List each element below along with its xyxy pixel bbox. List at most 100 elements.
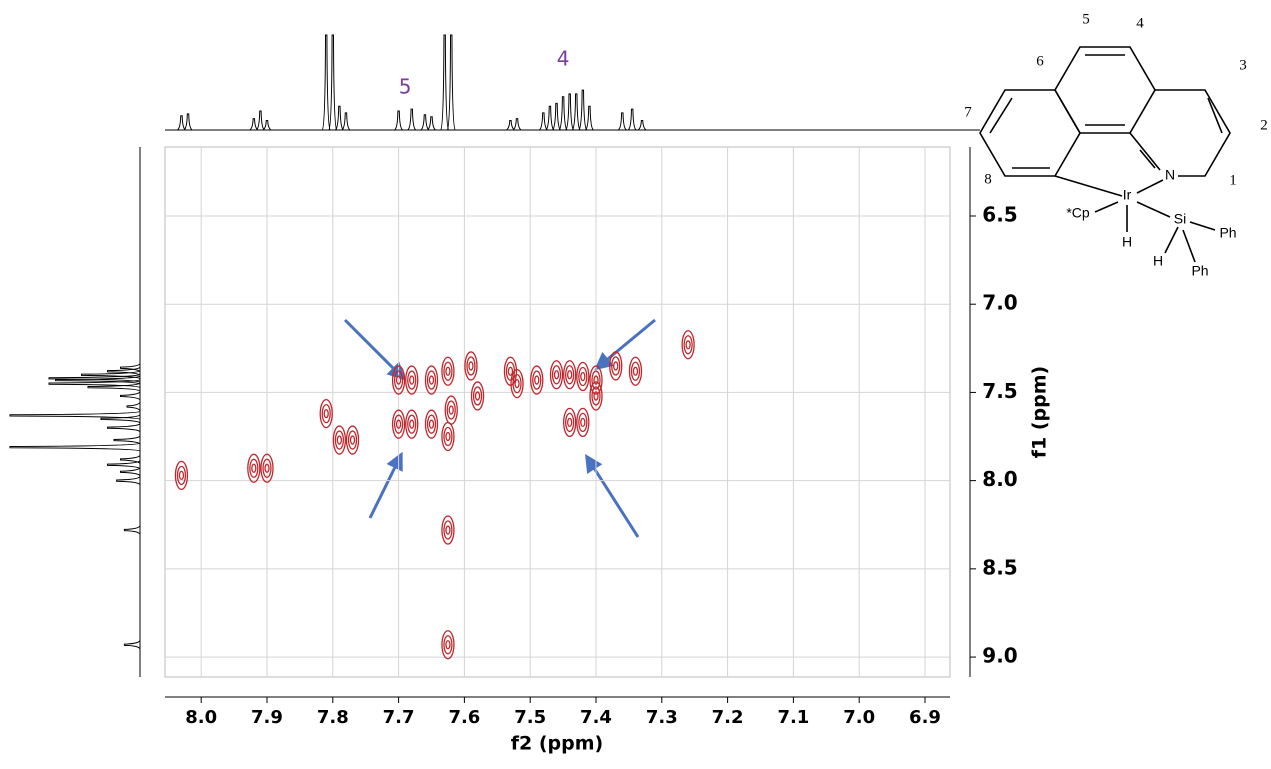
projection-peak [100, 414, 141, 424]
contour [178, 470, 185, 480]
contour [323, 408, 329, 419]
atom-label: H [1122, 234, 1132, 250]
x-tick-label: 7.5 [514, 707, 546, 728]
contour [685, 340, 691, 350]
contour [249, 458, 259, 478]
bond [1182, 229, 1196, 263]
projection-peak [123, 640, 141, 650]
atom-label: 3 [1239, 57, 1247, 73]
contour [445, 366, 451, 376]
contour [563, 407, 577, 438]
projection-peak [446, 34, 456, 131]
atom-label: Si [1174, 211, 1186, 227]
projection-peak [116, 476, 141, 486]
contour [395, 375, 402, 385]
atom-label: 7 [964, 104, 972, 120]
contour [632, 366, 639, 376]
contour [565, 365, 575, 385]
projection-peak [120, 363, 141, 373]
projection-peak [126, 402, 141, 411]
contour [578, 412, 588, 433]
atom-label: Ph [1191, 263, 1208, 279]
projection-peak [558, 96, 568, 131]
contour [395, 419, 402, 429]
contour [445, 640, 451, 650]
contour [591, 370, 601, 390]
ring [1155, 89, 1231, 177]
contour [349, 435, 356, 445]
bond [1164, 226, 1179, 254]
contour [466, 356, 476, 376]
contour [580, 371, 586, 382]
contour [681, 330, 695, 360]
bond [1136, 201, 1171, 218]
projection-peak [585, 105, 594, 131]
contour [593, 375, 599, 385]
contour [441, 630, 455, 660]
contour [468, 361, 474, 371]
contour [567, 417, 573, 428]
x-tick-label: 7.8 [317, 707, 349, 728]
projection-peak [512, 118, 522, 131]
x-tick-label: 7.2 [712, 707, 744, 728]
contour [174, 460, 189, 490]
contour [426, 414, 437, 434]
contour [589, 381, 603, 411]
contour [514, 378, 520, 389]
contour [593, 391, 599, 401]
contour [474, 391, 481, 401]
projection-peak [627, 108, 637, 131]
projection-peak [123, 525, 141, 535]
contour [446, 400, 456, 420]
contour [441, 356, 455, 386]
contour [630, 361, 641, 381]
projection-peak [107, 423, 141, 433]
contour [470, 381, 485, 411]
contour [262, 458, 272, 478]
ring [1054, 46, 1156, 134]
projection-peak [539, 112, 548, 131]
plot-frame [164, 146, 951, 678]
projection-peak [183, 113, 193, 131]
bond [1129, 132, 1161, 171]
projection-peak [328, 34, 338, 131]
projection-peak [107, 460, 141, 470]
contour [345, 425, 360, 455]
bond [989, 97, 1013, 134]
bond [1139, 149, 1156, 169]
contour [347, 430, 358, 450]
contour [176, 465, 187, 485]
contour [576, 407, 590, 438]
contour [580, 417, 586, 428]
projection-peak [545, 105, 555, 131]
annotation: 5 [399, 75, 412, 99]
projection-peak [552, 102, 561, 131]
projection-peak [637, 120, 647, 131]
atom-label: 8 [984, 171, 992, 187]
contour [247, 453, 261, 483]
projection-peak [55, 375, 141, 385]
contour [549, 360, 564, 390]
atom-label: H [1153, 253, 1163, 269]
contour [472, 386, 483, 406]
contour [441, 421, 455, 452]
projection-peak [420, 114, 430, 131]
contour [391, 409, 406, 439]
bond [1207, 97, 1223, 134]
contour [613, 361, 619, 371]
projection-peak [407, 108, 417, 131]
contour [578, 366, 588, 387]
x-tick-label: 7.3 [646, 707, 678, 728]
contour [407, 370, 417, 390]
contour [505, 361, 516, 381]
contour [393, 414, 404, 434]
projection-peak [262, 120, 272, 131]
contour [576, 361, 590, 392]
bond [1094, 201, 1119, 213]
projection-peak [256, 110, 265, 131]
projection-peak [120, 467, 141, 477]
x-tick-label: 8.0 [185, 707, 217, 728]
ring [979, 89, 1081, 177]
contour [443, 361, 453, 381]
contour [251, 463, 257, 473]
